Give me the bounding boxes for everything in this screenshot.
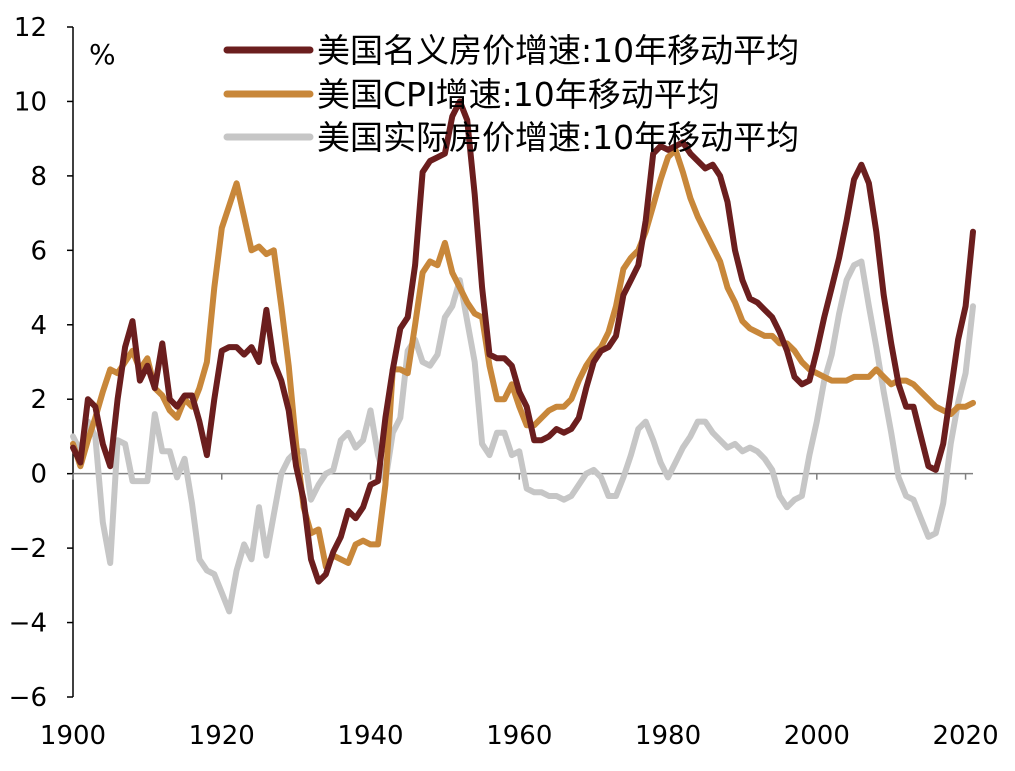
y-tick-label: 0 xyxy=(30,460,47,490)
x-tick-label: 2020 xyxy=(932,721,998,751)
y-tick-label: −6 xyxy=(9,683,47,713)
y-ticks: −6 −4 −2 0 2 4 6 8 10 12 xyxy=(9,13,73,713)
x-tick-label: 1920 xyxy=(189,721,255,751)
legend: 美国名义房价增速:10年移动平均美国CPI增速:10年移动平均美国实际房价增速:… xyxy=(223,31,799,157)
x-tick-label: 1940 xyxy=(337,721,403,751)
x-tick-label: 1980 xyxy=(635,721,701,751)
series-group xyxy=(70,98,976,615)
y-tick-label: 4 xyxy=(30,311,47,341)
y-tick-label: 10 xyxy=(14,87,47,117)
series-line-2 xyxy=(70,146,976,570)
y-tick-label: 2 xyxy=(30,385,47,415)
y-tick-label: −4 xyxy=(9,609,47,639)
x-tick-label: 1900 xyxy=(40,721,106,751)
y-tick-label: 12 xyxy=(14,13,47,43)
x-tick-label: 2000 xyxy=(784,721,850,751)
legend-label-2: 美国CPI增速:10年移动平均 xyxy=(317,75,720,114)
series-line-1 xyxy=(70,98,976,585)
series-line-3 xyxy=(70,258,976,615)
y-tick-label: 8 xyxy=(30,162,47,192)
y-tick-label: 6 xyxy=(30,236,47,266)
axes: −6 −4 −2 0 2 4 6 8 10 12 1900 1920 1940 1960 1980 2000… xyxy=(9,13,999,751)
unit-label: % xyxy=(89,38,116,71)
legend-label-3: 美国实际房价增速:10年移动平均 xyxy=(317,118,799,157)
legend-label-1: 美国名义房价增速:10年移动平均 xyxy=(317,31,799,70)
x-ticks: 1900 1920 1940 1960 1980 2000 2020 xyxy=(40,473,999,751)
x-tick-label: 1960 xyxy=(486,721,552,751)
y-tick-label: −2 xyxy=(9,534,47,564)
